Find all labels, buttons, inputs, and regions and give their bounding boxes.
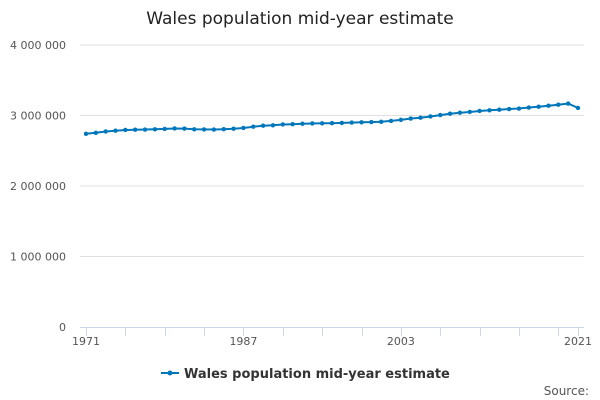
data-point bbox=[260, 123, 266, 128]
data-point bbox=[182, 126, 187, 131]
data-point bbox=[457, 110, 463, 115]
data-point bbox=[556, 102, 561, 107]
data-point bbox=[123, 127, 128, 133]
data-point bbox=[536, 104, 541, 109]
data-point bbox=[379, 119, 384, 125]
x-tick-label: 2021 bbox=[564, 335, 592, 348]
data-point bbox=[565, 101, 571, 106]
data-point bbox=[152, 127, 158, 132]
data-point bbox=[162, 126, 167, 132]
data-point bbox=[83, 131, 89, 137]
series-line bbox=[85, 102, 579, 135]
legend-label: Wales population mid-year estimate bbox=[184, 367, 450, 382]
data-point bbox=[506, 106, 512, 112]
data-point bbox=[398, 117, 404, 123]
y-tick-label: 0 bbox=[59, 321, 66, 334]
data-point bbox=[142, 127, 148, 132]
data-point bbox=[221, 126, 226, 132]
data-point bbox=[211, 127, 217, 132]
data-point bbox=[251, 124, 256, 129]
data-point bbox=[290, 121, 295, 127]
source-label: Source: bbox=[544, 384, 589, 398]
data-point bbox=[201, 127, 207, 132]
x-tick-label: 1987 bbox=[229, 335, 257, 348]
y-tick-label: 4 000 000 bbox=[10, 39, 66, 52]
x-tick-label: 2003 bbox=[387, 335, 415, 348]
legend[interactable]: Wales population mid-year estimate bbox=[161, 367, 450, 382]
data-point bbox=[477, 108, 482, 114]
data-point bbox=[408, 116, 413, 121]
data-point bbox=[388, 118, 394, 124]
data-point bbox=[359, 120, 364, 125]
data-point bbox=[497, 107, 502, 112]
data-point bbox=[270, 123, 276, 128]
data-point bbox=[93, 130, 99, 135]
data-point bbox=[241, 125, 246, 131]
chart-title: Wales population mid-year estimate bbox=[146, 9, 454, 29]
data-point bbox=[280, 122, 285, 127]
y-tick-label: 1 000 000 bbox=[10, 251, 66, 264]
data-point bbox=[103, 129, 108, 134]
data-point bbox=[319, 121, 325, 126]
data-point bbox=[516, 106, 522, 111]
data-point bbox=[447, 111, 453, 116]
data-point bbox=[113, 128, 118, 133]
data-point bbox=[310, 121, 315, 126]
data-point bbox=[133, 127, 138, 132]
x-tick-label: 1971 bbox=[72, 335, 100, 348]
data-point bbox=[526, 105, 531, 110]
data-point bbox=[339, 120, 345, 126]
data-point bbox=[575, 105, 581, 111]
data-point bbox=[487, 108, 492, 113]
y-tick-label: 2 000 000 bbox=[10, 180, 66, 193]
data-point bbox=[329, 120, 335, 126]
legend-marker bbox=[167, 370, 173, 376]
data-point bbox=[300, 121, 305, 126]
data-point bbox=[231, 126, 236, 131]
data-point bbox=[369, 119, 374, 125]
data-point bbox=[428, 114, 433, 119]
data-point bbox=[192, 127, 197, 132]
data-point bbox=[349, 120, 354, 125]
data-point bbox=[467, 109, 472, 115]
data-point bbox=[172, 126, 177, 131]
data-point bbox=[418, 115, 423, 120]
data-point bbox=[546, 103, 551, 108]
data-point bbox=[438, 112, 443, 118]
y-tick-label: 3 000 000 bbox=[10, 110, 66, 123]
